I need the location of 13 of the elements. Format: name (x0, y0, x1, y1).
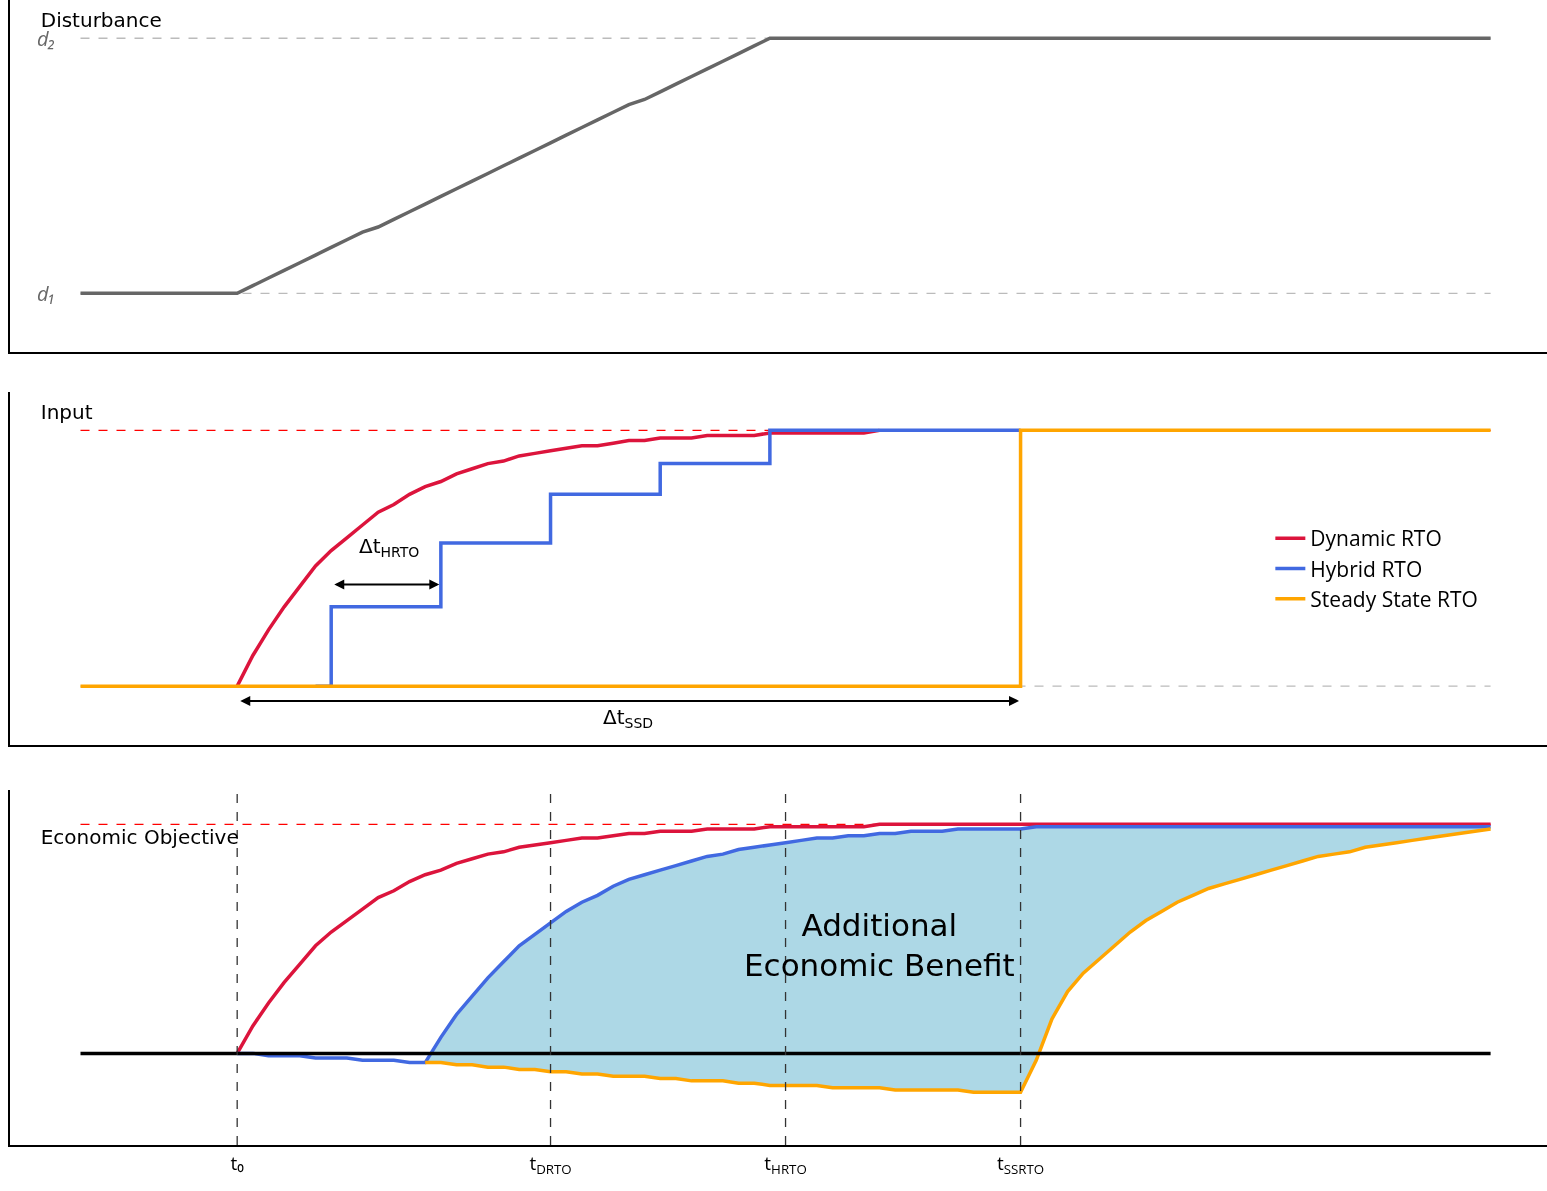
x-tick-label: t₀ (230, 1149, 245, 1176)
legend-label: Dynamic RTO (1310, 524, 1442, 553)
annotation: Δt$_{HRTO}$ (359, 534, 420, 561)
ref-line-label: d₁ (37, 280, 56, 307)
legend-label: Hybrid RTO (1310, 554, 1423, 583)
chart-title: Economic Objective (40, 824, 239, 849)
x-tick-label: t$_{DRTO}$ (529, 1149, 572, 1178)
annotation: Additional Economic Benefit (744, 907, 1015, 984)
x-tick-label: t$_{SSRTO}$ (996, 1149, 1045, 1178)
x-tick-label: t$_{HRTO}$ (764, 1149, 807, 1178)
legend-label: Steady State RTO (1310, 584, 1478, 613)
chart-title: Input (40, 400, 93, 425)
text: Δt$_{SSD}$ (603, 705, 654, 732)
